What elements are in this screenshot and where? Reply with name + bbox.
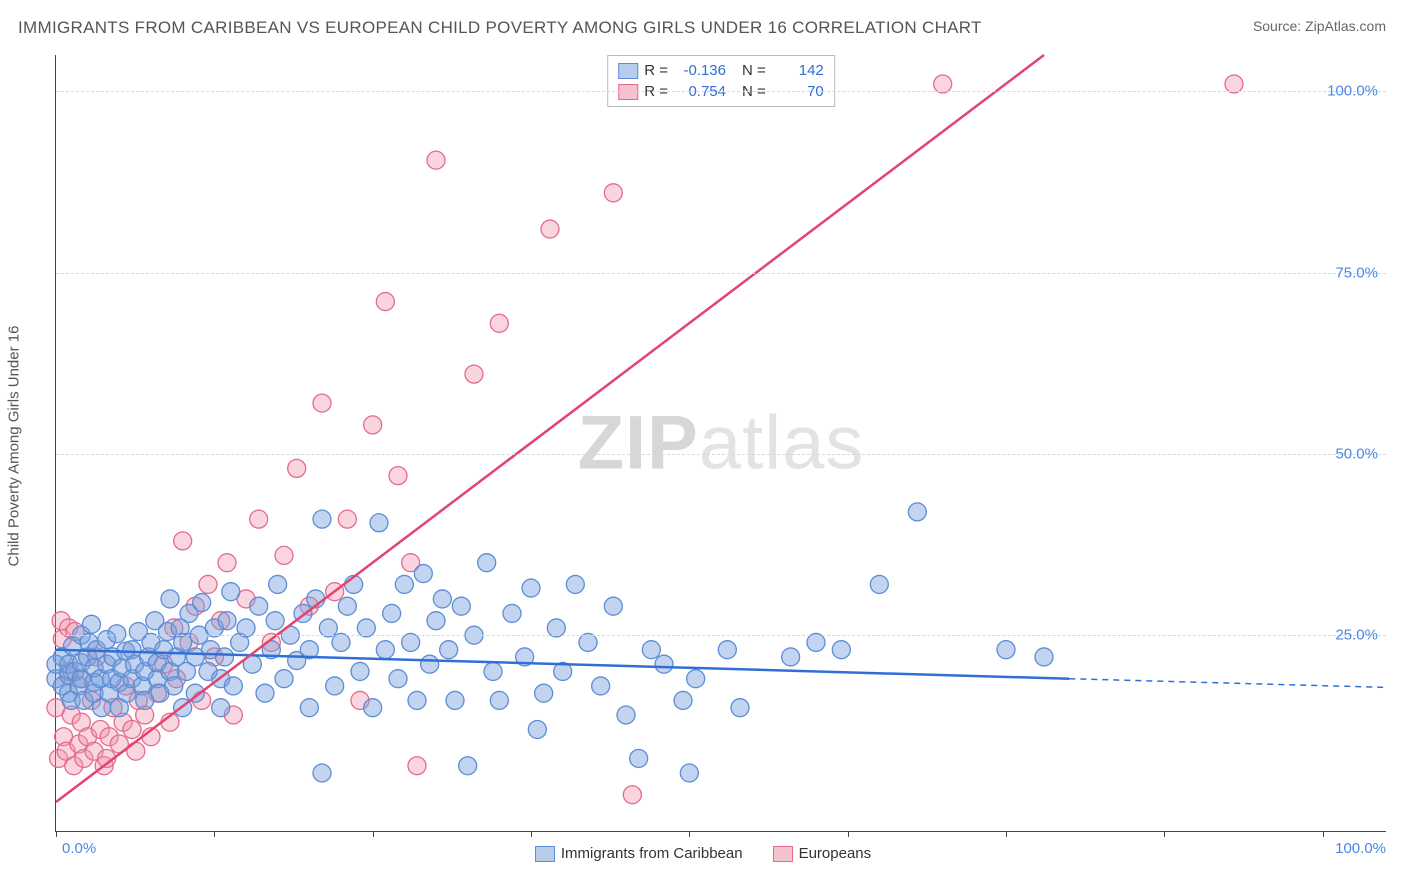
y-tick-label: 100.0% bbox=[1327, 83, 1378, 100]
y-axis-label: Child Poverty Among Girls Under 16 bbox=[6, 326, 23, 567]
data-point bbox=[731, 699, 749, 717]
data-point bbox=[630, 749, 648, 767]
data-point bbox=[782, 648, 800, 666]
data-point bbox=[165, 677, 183, 695]
data-point bbox=[174, 532, 192, 550]
data-point bbox=[997, 641, 1015, 659]
data-point bbox=[623, 786, 641, 804]
plot-svg bbox=[56, 55, 1386, 831]
data-point bbox=[351, 662, 369, 680]
data-point bbox=[718, 641, 736, 659]
data-point bbox=[490, 314, 508, 332]
data-point bbox=[193, 594, 211, 612]
data-point bbox=[313, 764, 331, 782]
data-point bbox=[484, 662, 502, 680]
bottom-legend: Immigrants from Caribbean Europeans bbox=[0, 845, 1406, 862]
data-point bbox=[908, 503, 926, 521]
data-point bbox=[687, 670, 705, 688]
source-label: Source: ZipAtlas.com bbox=[1253, 18, 1386, 34]
data-point bbox=[541, 220, 559, 238]
data-point bbox=[338, 510, 356, 528]
data-point bbox=[522, 579, 540, 597]
data-point bbox=[250, 597, 268, 615]
swatch-europeans-icon bbox=[773, 846, 793, 862]
bottom-legend-europeans: Europeans bbox=[773, 845, 872, 862]
data-point bbox=[490, 691, 508, 709]
data-point bbox=[161, 590, 179, 608]
data-point bbox=[566, 575, 584, 593]
data-point bbox=[478, 554, 496, 572]
swatch-caribbean bbox=[618, 63, 638, 79]
data-point bbox=[212, 699, 230, 717]
data-point bbox=[275, 546, 293, 564]
data-point bbox=[528, 720, 546, 738]
bottom-legend-caribbean: Immigrants from Caribbean bbox=[535, 845, 743, 862]
data-point bbox=[82, 615, 100, 633]
data-point bbox=[1035, 648, 1053, 666]
data-point bbox=[108, 625, 126, 643]
data-point bbox=[222, 583, 240, 601]
data-point bbox=[414, 565, 432, 583]
data-point bbox=[250, 510, 268, 528]
data-point bbox=[465, 365, 483, 383]
data-point bbox=[617, 706, 635, 724]
data-point bbox=[326, 677, 344, 695]
data-point bbox=[224, 677, 242, 695]
data-point bbox=[376, 293, 394, 311]
data-point bbox=[288, 459, 306, 477]
data-point bbox=[370, 514, 388, 532]
data-point bbox=[832, 641, 850, 659]
data-point bbox=[427, 151, 445, 169]
data-point bbox=[338, 597, 356, 615]
data-point bbox=[256, 684, 274, 702]
y-tick-label: 25.0% bbox=[1335, 627, 1378, 644]
data-point bbox=[408, 757, 426, 775]
data-point bbox=[376, 641, 394, 659]
data-point bbox=[535, 684, 553, 702]
trend-line bbox=[1069, 679, 1386, 688]
data-point bbox=[199, 575, 217, 593]
data-point bbox=[503, 604, 521, 622]
data-point bbox=[383, 604, 401, 622]
data-point bbox=[269, 575, 287, 593]
data-point bbox=[389, 670, 407, 688]
data-point bbox=[218, 612, 236, 630]
legend-row-caribbean: R = -0.136 N = 142 bbox=[618, 60, 824, 81]
data-point bbox=[446, 691, 464, 709]
data-point bbox=[215, 648, 233, 666]
data-point bbox=[604, 597, 622, 615]
y-tick-label: 50.0% bbox=[1335, 445, 1378, 462]
data-point bbox=[642, 641, 660, 659]
data-point bbox=[313, 510, 331, 528]
data-point bbox=[421, 655, 439, 673]
data-point bbox=[218, 554, 236, 572]
data-point bbox=[300, 699, 318, 717]
data-point bbox=[674, 691, 692, 709]
data-point bbox=[427, 612, 445, 630]
correlation-legend: R = -0.136 N = 142 R = 0.754 N = 70 bbox=[607, 55, 835, 107]
data-point bbox=[408, 691, 426, 709]
data-point bbox=[592, 677, 610, 695]
data-point bbox=[459, 757, 477, 775]
data-point bbox=[870, 575, 888, 593]
chart-container: IMMIGRANTS FROM CARIBBEAN VS EUROPEAN CH… bbox=[0, 0, 1406, 892]
data-point bbox=[313, 394, 331, 412]
plot-area: ZIPatlas R = -0.136 N = 142 R = 0.754 N … bbox=[55, 55, 1386, 832]
data-point bbox=[395, 575, 413, 593]
data-point bbox=[266, 612, 284, 630]
data-point bbox=[680, 764, 698, 782]
chart-title: IMMIGRANTS FROM CARIBBEAN VS EUROPEAN CH… bbox=[18, 18, 982, 38]
data-point bbox=[389, 467, 407, 485]
data-point bbox=[275, 670, 293, 688]
y-tick-label: 75.0% bbox=[1335, 264, 1378, 281]
data-point bbox=[452, 597, 470, 615]
data-point bbox=[655, 655, 673, 673]
data-point bbox=[604, 184, 622, 202]
data-point bbox=[364, 699, 382, 717]
data-point bbox=[433, 590, 451, 608]
data-point bbox=[123, 720, 141, 738]
data-point bbox=[440, 641, 458, 659]
swatch-caribbean-icon bbox=[535, 846, 555, 862]
data-point bbox=[364, 416, 382, 434]
